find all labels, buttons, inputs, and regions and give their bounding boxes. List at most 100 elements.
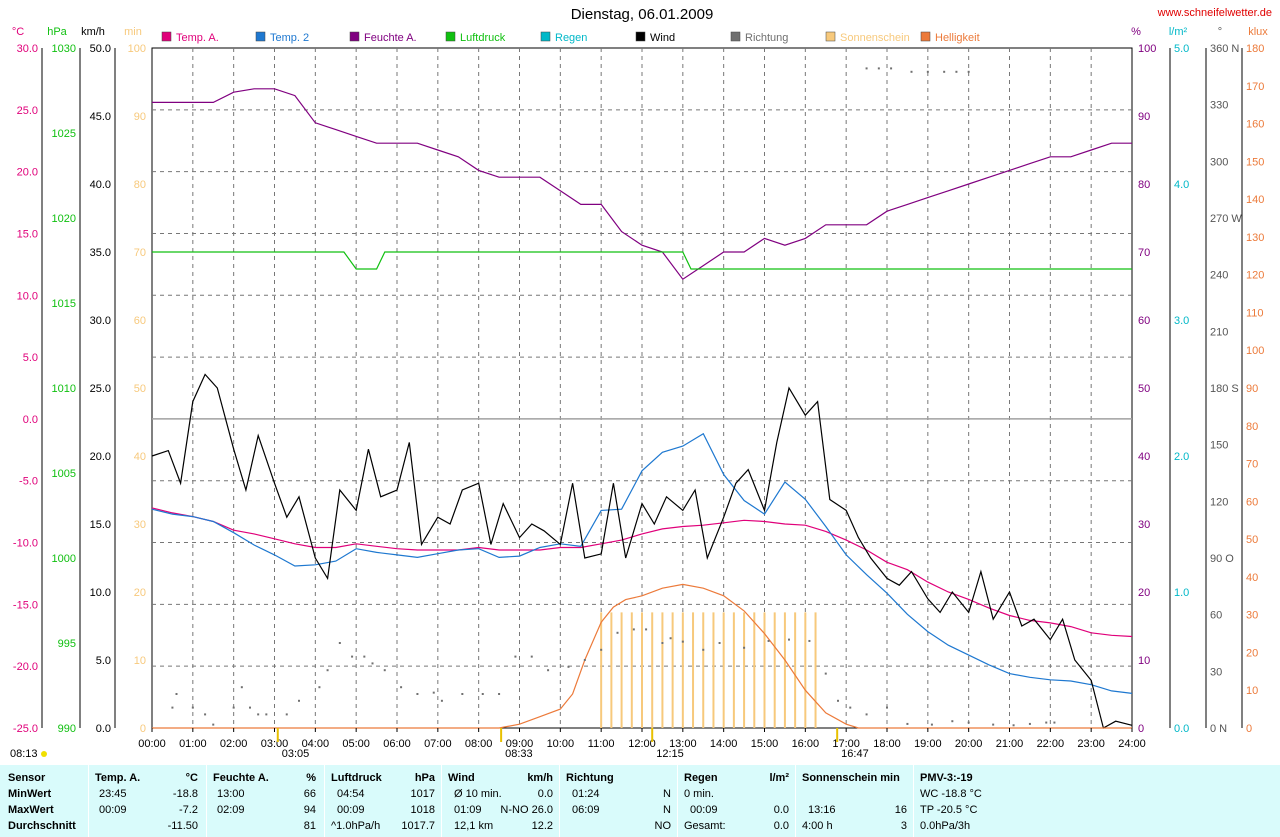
direction-point bbox=[886, 706, 888, 709]
direction-point bbox=[285, 713, 288, 716]
direction-point bbox=[363, 655, 366, 658]
wind-tick-label: 45.0 bbox=[90, 111, 111, 123]
direction-tick-label: 330 bbox=[1210, 100, 1228, 112]
temp-tick-label: -15.0 bbox=[13, 599, 38, 611]
direction-point bbox=[583, 659, 586, 661]
chart-title: Dienstag, 06.01.2009 bbox=[571, 6, 714, 23]
sunshine-bars bbox=[600, 612, 817, 728]
statistics-table: Sensor MinWert MaxWert Durchschnitt Temp… bbox=[0, 765, 1280, 837]
temp-tick-label: 15.0 bbox=[17, 228, 38, 240]
x-tick-label: 04:00 bbox=[302, 738, 330, 750]
wind-min-label: Ø 10 min. bbox=[454, 788, 502, 800]
brightness-tick-label: 100 bbox=[1246, 345, 1264, 357]
direction-tick-label: 270 W bbox=[1210, 213, 1242, 225]
direction-point bbox=[1012, 724, 1015, 727]
temp-min-val: -18.8 bbox=[172, 788, 198, 800]
x-tick-label: 01:00 bbox=[179, 738, 207, 750]
series-line-wind bbox=[151, 373, 1133, 729]
humidity-unit: % bbox=[1131, 26, 1141, 38]
direction-point bbox=[240, 686, 243, 689]
stats-row-labels: Sensor MinWert MaxWert Durchschnitt bbox=[0, 765, 88, 837]
sun-tick-label: 50 bbox=[134, 383, 146, 395]
wind-tick-label: 5.0 bbox=[96, 655, 111, 667]
wind-tick-label: 40.0 bbox=[90, 179, 111, 191]
legend-swatch-luftdruck bbox=[445, 31, 456, 42]
direction-point bbox=[432, 691, 435, 694]
feuchte-max-time: 02:09 bbox=[217, 804, 245, 816]
richtung-avg: NO bbox=[654, 820, 672, 832]
legend-label-temp_2: Temp. 2 bbox=[270, 32, 309, 44]
x-tick-label: 14:00 bbox=[710, 738, 738, 750]
wind-tick-label: 35.0 bbox=[90, 247, 111, 259]
humidity-tick-label: 10 bbox=[1138, 655, 1150, 667]
pressure-tick-label: 1030 bbox=[52, 43, 76, 55]
event-label: 03:05 bbox=[282, 748, 310, 760]
x-tick-label: 23:00 bbox=[1077, 738, 1105, 750]
legend-label-luftdruck: Luftdruck bbox=[460, 32, 506, 44]
wind-title: Wind bbox=[448, 772, 475, 784]
temp-title: Temp. A. bbox=[95, 772, 141, 784]
legend-label-temp_a: Temp. A. bbox=[176, 32, 219, 44]
pressure-tick-label: 1015 bbox=[52, 298, 76, 310]
direction-point bbox=[212, 723, 215, 726]
regen-title: Regen bbox=[684, 772, 718, 784]
regen-total: 0.0 bbox=[773, 820, 789, 832]
richtung-max-time: 06:09 bbox=[572, 804, 600, 816]
direction-point bbox=[232, 706, 235, 709]
luftdruck-max-val: 1018 bbox=[410, 804, 435, 816]
pressure-tick-label: 1010 bbox=[52, 383, 76, 395]
direction-point bbox=[926, 70, 929, 73]
brightness-tick-label: 30 bbox=[1246, 610, 1258, 622]
brightness-tick-label: 10 bbox=[1246, 685, 1258, 697]
humidity-tick-label: 30 bbox=[1138, 519, 1150, 531]
direction-point bbox=[788, 638, 790, 641]
direction-point bbox=[1053, 721, 1056, 724]
direction-point bbox=[743, 646, 746, 649]
stats-luftdruck: Luftdruck hPa 04:54 1017 00:09 1018 ^1.0… bbox=[325, 765, 441, 837]
luftdruck-avg: 1017.7 bbox=[401, 820, 435, 832]
brightness-tick-label: 130 bbox=[1246, 232, 1264, 244]
humidity-tick-label: 20 bbox=[1138, 587, 1150, 599]
wind-max-val: N-NO 26.0 bbox=[500, 804, 553, 816]
direction-point bbox=[906, 722, 909, 725]
brightness-tick-label: 60 bbox=[1246, 496, 1258, 508]
pmv-windchill: WC -18.8 °C bbox=[920, 788, 982, 800]
direction-tick-label: 0 N bbox=[1210, 723, 1227, 735]
wind-tick-label: 0.0 bbox=[96, 723, 111, 735]
temp-tick-label: 5.0 bbox=[23, 352, 38, 364]
legend-swatch-wind bbox=[635, 31, 646, 42]
row-label-min: MinWert bbox=[8, 788, 52, 800]
sun-tick-label: 40 bbox=[134, 451, 146, 463]
richtung-max-val: N bbox=[663, 804, 671, 816]
direction-point bbox=[514, 655, 517, 658]
series-line-feuchte bbox=[152, 88, 1132, 281]
sonne-hours: 4:00 h bbox=[802, 820, 833, 832]
direction-point bbox=[808, 639, 811, 642]
direction-point bbox=[967, 721, 970, 724]
luftdruck-unit: hPa bbox=[414, 772, 435, 784]
brightness-tick-label: 70 bbox=[1246, 459, 1258, 471]
sun-tick-label: 60 bbox=[134, 315, 146, 327]
site-link[interactable]: www.schneifelwetter.de bbox=[1157, 7, 1272, 19]
event-label: 08:33 bbox=[505, 748, 533, 760]
x-tick-label: 10:00 bbox=[547, 738, 575, 750]
x-tick-label: 05:00 bbox=[342, 738, 370, 750]
wind-min-val: 0.0 bbox=[537, 788, 553, 800]
direction-point bbox=[249, 706, 251, 709]
humidity-tick-label: 70 bbox=[1138, 247, 1150, 259]
direction-point bbox=[498, 693, 501, 695]
pressure-tick-label: 990 bbox=[58, 723, 76, 735]
wind-tick-label: 25.0 bbox=[90, 383, 111, 395]
sonne-avg: 3 bbox=[900, 820, 907, 832]
sun-tick-label: 100 bbox=[128, 43, 146, 55]
wind-tick-label: 30.0 bbox=[90, 315, 111, 327]
feuchte-min-val: 66 bbox=[303, 788, 316, 800]
temp-tick-label: -10.0 bbox=[13, 538, 38, 550]
brightness-tick-label: 170 bbox=[1246, 81, 1264, 93]
rain-tick-label: 5.0 bbox=[1174, 43, 1189, 55]
direction-point bbox=[837, 699, 839, 702]
direction-point bbox=[416, 693, 419, 695]
direction-point bbox=[951, 720, 954, 723]
plot-grid bbox=[151, 47, 1133, 729]
event-label: 12:15 bbox=[656, 748, 684, 760]
